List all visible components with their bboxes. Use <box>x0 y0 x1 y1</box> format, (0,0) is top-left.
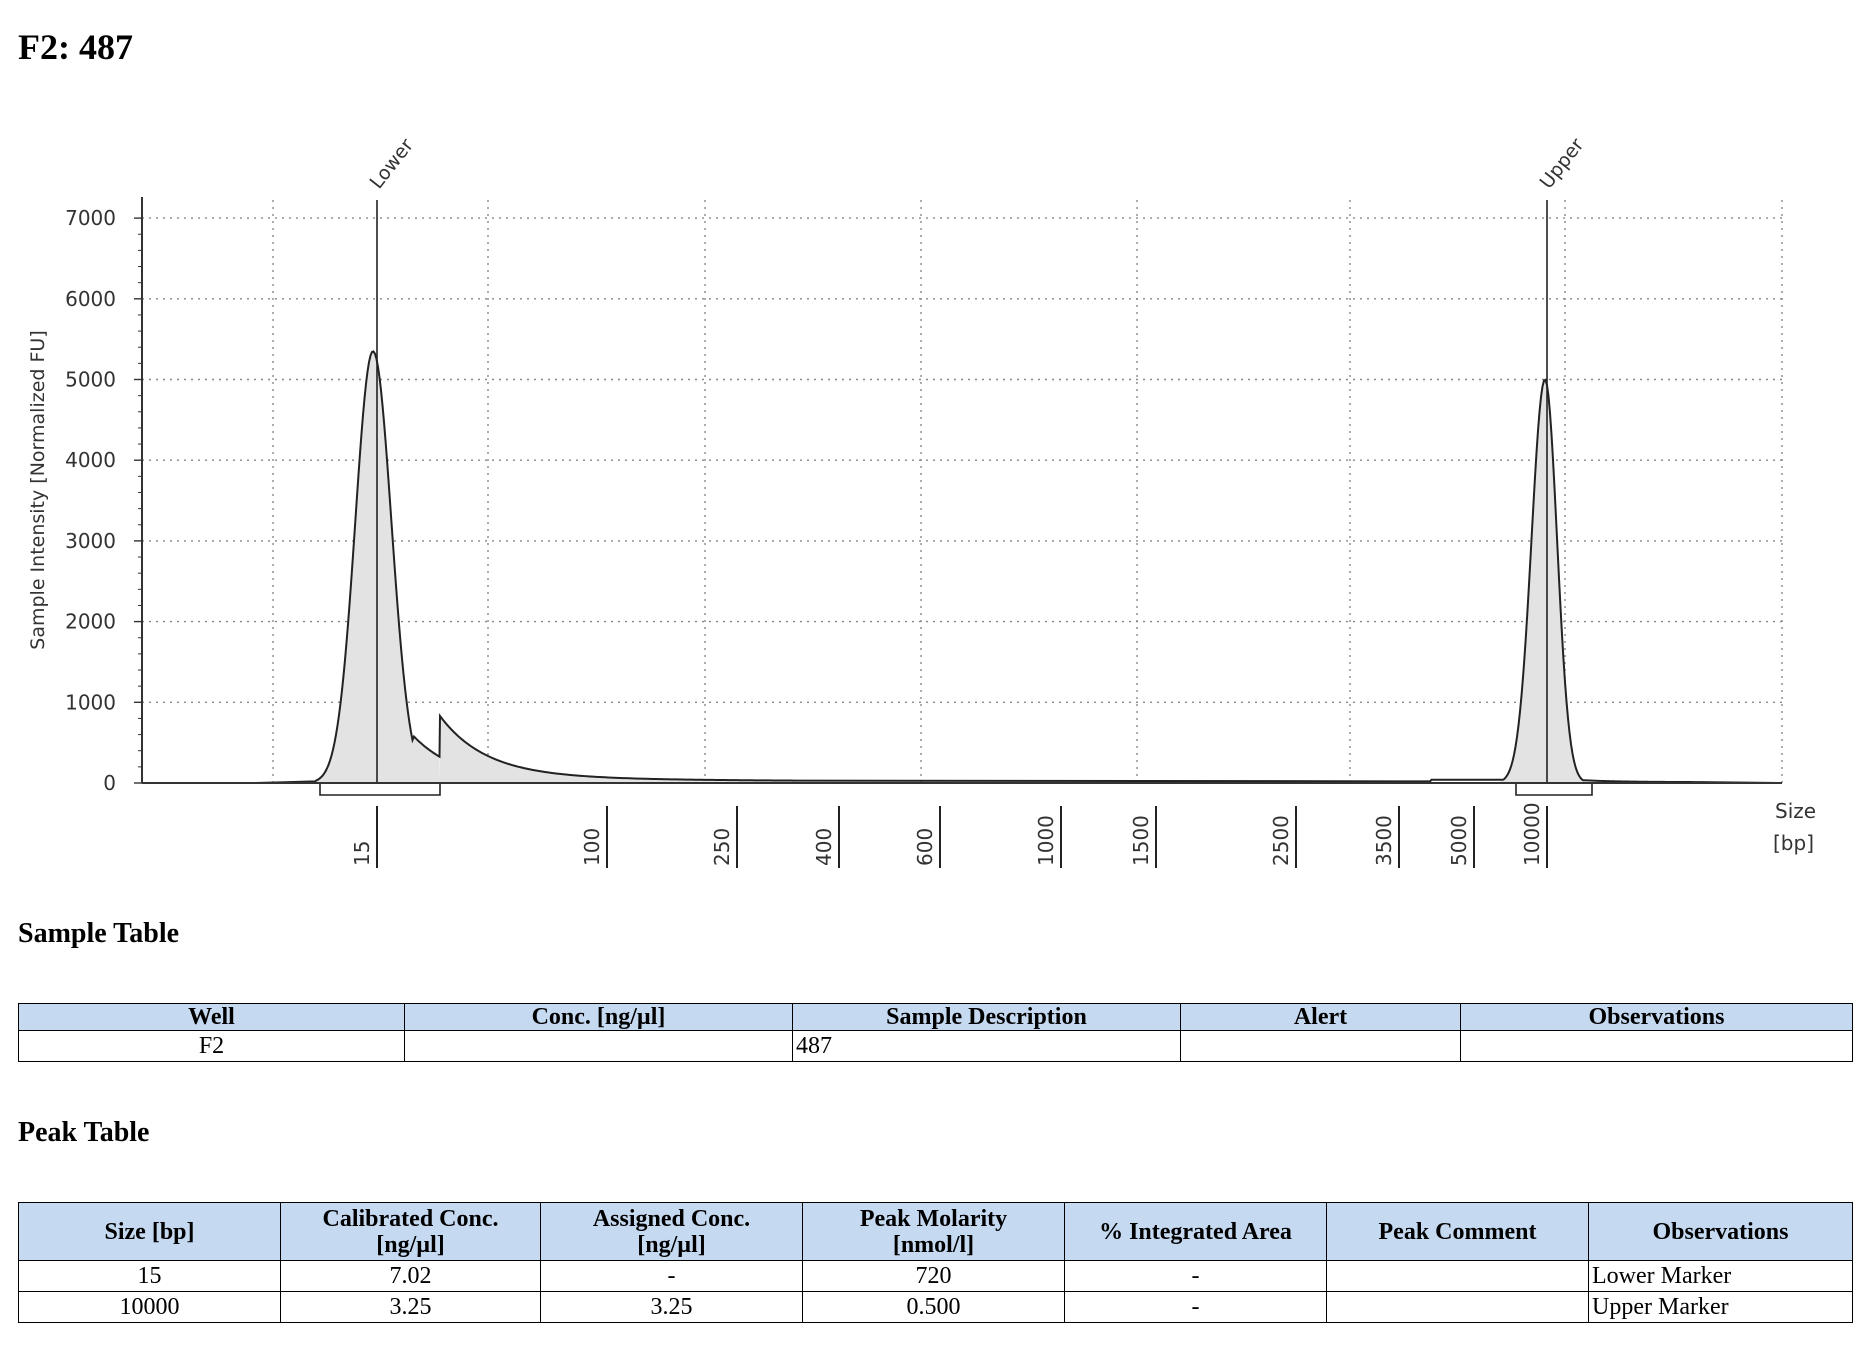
y-tick-label: 4000 <box>65 448 116 472</box>
sample-table: Well Conc. [ng/µl] Sample Description Al… <box>18 1003 1853 1062</box>
peak-comment-cell <box>1326 1291 1589 1323</box>
sample-header-observations: Observations <box>1460 1003 1853 1031</box>
x-tick-label: 250 <box>710 828 734 866</box>
peak-calibrated-cell: 7.02 <box>280 1260 541 1292</box>
x-tick-label: 5000 <box>1447 815 1471 866</box>
x-tick-label: 600 <box>913 828 937 866</box>
table-row: 15 7.02 - 720 - Lower Marker <box>18 1260 1853 1292</box>
peak-size-cell: 15 <box>18 1260 281 1292</box>
y-tick-label: 1000 <box>65 690 116 714</box>
x-tick-label: 1000 <box>1034 815 1058 866</box>
trace-layer <box>142 200 1783 796</box>
integration-bracket <box>1515 783 1593 796</box>
peak-table-heading: Peak Table <box>18 1117 150 1148</box>
peak-header-size: Size [bp] <box>18 1202 281 1261</box>
y-tick-label: 3000 <box>65 529 116 553</box>
x-tick-label: 1500 <box>1129 815 1153 866</box>
x-tick-label: 100 <box>580 828 604 866</box>
sample-header-description: Sample Description <box>792 1003 1181 1031</box>
peak-assigned-cell: - <box>540 1260 803 1292</box>
peak-header-calibrated-conc: Calibrated Conc. [ng/µl] <box>280 1202 541 1261</box>
peak-calibrated-cell: 3.25 <box>280 1291 541 1323</box>
sample-header-conc: Conc. [ng/µl] <box>404 1003 793 1031</box>
table-row: F2 487 <box>18 1030 1853 1062</box>
peak-molarity-cell: 0.500 <box>802 1291 1065 1323</box>
x-axis-unit-size: Size <box>1775 799 1816 823</box>
x-tick-label: 10000 <box>1520 802 1544 866</box>
y-tick-label: 2000 <box>65 610 116 634</box>
lower-tail-fill <box>440 716 795 783</box>
electropherogram-trace <box>142 350 1783 784</box>
peak-header-observations: Observations <box>1588 1202 1853 1261</box>
x-tick-label: 15 <box>350 841 374 866</box>
peak-observations-cell: Upper Marker <box>1588 1291 1853 1323</box>
x-tick-label: 3500 <box>1372 815 1396 866</box>
peak-header-molarity: Peak Molarity [nmol/l] <box>802 1202 1065 1261</box>
y-tick-label: 6000 <box>65 287 116 311</box>
sample-header-alert: Alert <box>1180 1003 1461 1031</box>
sample-description-cell: 487 <box>792 1030 1181 1062</box>
peak-observations-cell: Lower Marker <box>1588 1260 1853 1292</box>
marker-label: Upper <box>1536 134 1589 193</box>
y-tick-label: 7000 <box>65 206 116 230</box>
peak-area-cell: - <box>1064 1260 1327 1292</box>
peak-size-cell: 10000 <box>18 1291 281 1323</box>
marker-label: Lower <box>366 135 418 194</box>
peak-assigned-cell: 3.25 <box>540 1291 803 1323</box>
peak-comment-cell <box>1326 1260 1589 1292</box>
x-tick-label: 2500 <box>1269 815 1293 866</box>
sample-well-cell: F2 <box>18 1030 405 1062</box>
sample-observations-cell <box>1460 1030 1853 1062</box>
y-axis-label: Sample Intensity [Normalized FU] <box>27 330 49 649</box>
upper-peak-fill <box>1430 379 1700 783</box>
y-tick-label: 0 <box>103 771 116 795</box>
x-tick-label: 400 <box>812 828 836 866</box>
peak-molarity-cell: 720 <box>802 1260 1065 1292</box>
peak-table: Size [bp] Calibrated Conc. [ng/µl] Assig… <box>18 1202 1853 1323</box>
peak-header-comment: Peak Comment <box>1326 1202 1589 1261</box>
sample-conc-cell <box>404 1030 793 1062</box>
electropherogram-chart: 0 1000 2000 3000 4000 5000 6000 7000 Lower Upper 1… <box>27 134 1816 868</box>
sample-alert-cell <box>1180 1030 1461 1062</box>
peak-header-assigned-conc: Assigned Conc. [ng/µl] <box>540 1202 803 1261</box>
x-axis-unit-bp: [bp] <box>1773 831 1814 855</box>
integration-bracket <box>319 783 441 796</box>
sample-header-well: Well <box>18 1003 405 1031</box>
y-tick-label: 5000 <box>65 368 116 392</box>
sample-table-heading: Sample Table <box>18 918 180 949</box>
peak-header-integrated-area: % Integrated Area <box>1064 1202 1327 1261</box>
page-title: F2: 487 <box>18 27 133 67</box>
grid-layer <box>142 200 1783 783</box>
table-row: 10000 3.25 3.25 0.500 - Upper Marker <box>18 1291 1853 1323</box>
peak-area-cell: - <box>1064 1291 1327 1323</box>
